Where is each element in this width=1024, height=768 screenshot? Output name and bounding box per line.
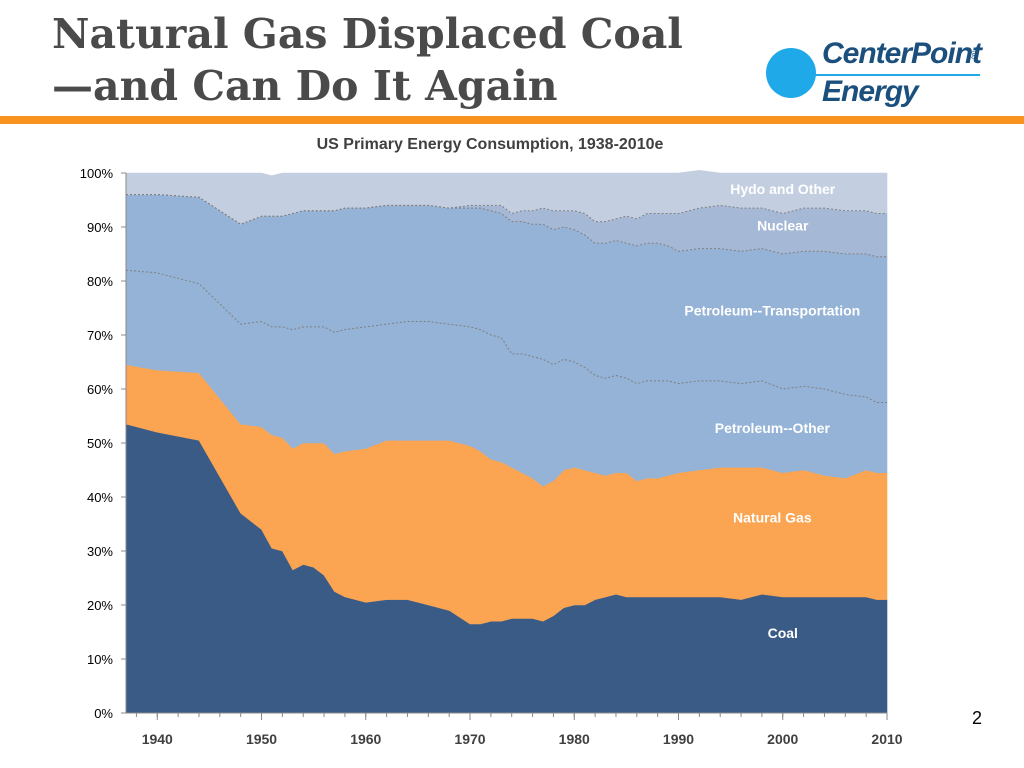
x-tick-label: 1950 xyxy=(246,731,277,747)
series-label-hydo-and-other: Hydo and Other xyxy=(730,181,836,197)
y-tick-label: 80% xyxy=(87,274,113,289)
logo-text-line-2: Energy xyxy=(822,75,919,108)
x-tick-label: 1970 xyxy=(454,731,485,747)
y-tick-label: 40% xyxy=(87,490,113,505)
logo-text-line-1: CenterPoint xyxy=(822,37,982,70)
y-tick-label: 60% xyxy=(87,382,113,397)
x-tick-label: 1960 xyxy=(350,731,381,747)
y-tick-label: 50% xyxy=(87,436,113,451)
y-tick-label: 70% xyxy=(87,328,113,343)
page-number: 2 xyxy=(972,708,983,728)
y-tick-label: 100% xyxy=(80,166,114,181)
series-label-petroleum-transportation: Petroleum--Transportation xyxy=(684,303,860,319)
series-label-natural-gas: Natural Gas xyxy=(733,510,812,526)
boundary-line-nuclear xyxy=(126,194,887,225)
x-tick-label: 1990 xyxy=(663,731,694,747)
x-tick-label: 1940 xyxy=(142,731,173,747)
y-tick-label: 30% xyxy=(87,544,113,559)
y-tick-label: 20% xyxy=(87,598,113,613)
slide-title-line-2: —and Can Do It Again xyxy=(52,62,558,110)
title-divider-rule xyxy=(0,116,1024,124)
series-label-nuclear: Nuclear xyxy=(757,217,809,233)
boundary-line-petroleum-other xyxy=(125,269,887,403)
y-tick-label: 0% xyxy=(94,706,113,721)
logo-underline xyxy=(788,74,980,76)
slide-title-line-1: Natural Gas Displaced Coal xyxy=(52,10,683,58)
slide-title: Natural Gas Displaced Coal —and Can Do I… xyxy=(52,8,683,112)
y-tick-label: 90% xyxy=(87,220,113,235)
x-tick-label: 1980 xyxy=(559,731,590,747)
series-label-coal: Coal xyxy=(768,625,798,641)
y-tick-label: 10% xyxy=(87,652,113,667)
logo-circle-icon xyxy=(766,48,816,98)
logo-registered-mark: ® xyxy=(970,50,979,62)
x-tick-label: 2000 xyxy=(767,731,798,747)
chart-title: US Primary Energy Consumption, 1938-2010… xyxy=(317,136,664,153)
x-tick-label: 2010 xyxy=(871,731,902,747)
centerpoint-energy-logo: CenterPoint Energy ® xyxy=(762,34,992,114)
series-label-petroleum-other: Petroleum--Other xyxy=(715,420,831,436)
